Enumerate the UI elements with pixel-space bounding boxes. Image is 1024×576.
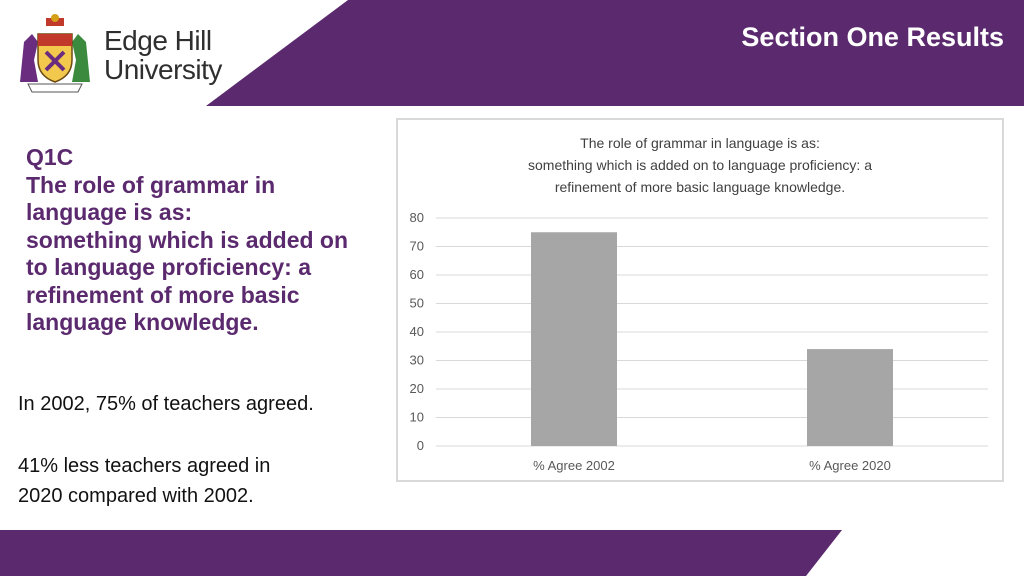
question-line: to language proficiency: a — [26, 254, 311, 280]
y-tick-label: 40 — [410, 324, 424, 339]
question-line: language is as: — [26, 199, 193, 225]
chart-title-line: refinement of more basic language knowle… — [555, 179, 845, 195]
logo-line-2: University — [104, 54, 222, 85]
chart-container: The role of grammar in language is as: so… — [396, 118, 1004, 482]
x-tick-label: % Agree 2020 — [809, 458, 891, 473]
note-2002: In 2002, 75% of teachers agreed. — [18, 393, 314, 415]
header-band — [206, 0, 1024, 106]
university-crest-icon — [20, 14, 90, 93]
bar — [807, 349, 893, 446]
question-line: Q1C — [26, 144, 74, 170]
question-line: language knowledge. — [26, 309, 259, 335]
y-tick-label: 10 — [410, 410, 424, 425]
note-2020-line-2: 2020 compared with 2002. — [18, 485, 254, 507]
y-tick-label: 80 — [410, 210, 424, 225]
question-text: Q1C The role of grammar in language is a… — [26, 144, 386, 337]
university-logo: Edge Hill University — [14, 12, 224, 94]
x-tick-label: % Agree 2002 — [533, 458, 615, 473]
footer-band — [0, 530, 842, 576]
y-tick-label: 0 — [417, 438, 424, 453]
y-tick-label: 20 — [410, 381, 424, 396]
question-line: The role of grammar in — [26, 171, 276, 198]
bar-chart: The role of grammar in language is as: so… — [410, 135, 988, 473]
bar — [531, 232, 617, 446]
chart-title-line: something which is added on to language … — [528, 157, 872, 173]
chart-title-line: The role of grammar in language is as: — [580, 135, 820, 151]
y-tick-label: 50 — [410, 296, 424, 311]
section-title: Section One Results — [741, 22, 1004, 52]
question-line: something which is added on — [26, 226, 349, 253]
y-tick-label: 70 — [410, 239, 424, 254]
note-2020-line-1: 41% less teachers agreed in — [18, 455, 271, 477]
logo-line-1: Edge Hill — [104, 25, 212, 56]
question-line: refinement of more basic — [26, 281, 300, 308]
y-tick-label: 30 — [410, 353, 424, 368]
y-tick-label: 60 — [410, 267, 424, 282]
